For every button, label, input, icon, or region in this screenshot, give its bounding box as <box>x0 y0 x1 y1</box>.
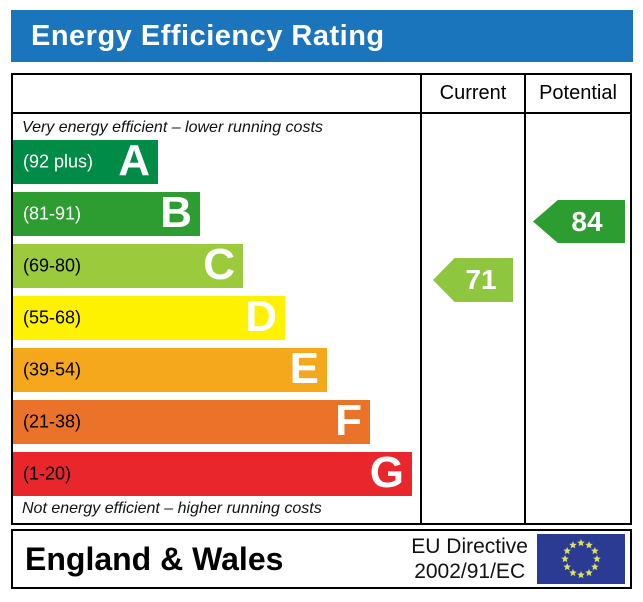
eu-flag-star <box>591 547 599 555</box>
potential-rating-value: 84 <box>571 205 603 237</box>
eu-flag-star <box>561 555 569 563</box>
current-column-header: Current <box>439 82 507 104</box>
potential-rating-arrow: 84 <box>533 200 625 243</box>
current-rating-value: 71 <box>465 264 497 295</box>
region-label: England & Wales <box>25 541 284 577</box>
band-range-label: (21-38) <box>23 411 82 432</box>
eu-flag-star <box>577 571 585 579</box>
eu-flag-star <box>569 541 577 549</box>
potential-column-header: Potential <box>539 82 617 104</box>
band-letter: B <box>160 188 192 238</box>
potential-column-divider <box>524 75 526 523</box>
band-range-label: (81-91) <box>23 203 82 224</box>
eu-directive-line1: EU Directive <box>411 535 528 558</box>
eu-flag-icon <box>537 534 625 584</box>
band-letter: A <box>118 136 150 186</box>
bottom-note: Not energy efficient – higher running co… <box>22 500 322 517</box>
current-rating-arrow: 71 <box>433 258 513 302</box>
eu-flag-star <box>585 568 593 577</box>
band-letter: G <box>369 448 404 498</box>
eu-directive-line2: 2002/91/EC <box>414 560 526 583</box>
eu-flag-star <box>577 539 585 547</box>
band-letter: C <box>203 240 235 290</box>
band-range-label: (39-54) <box>23 359 82 380</box>
band-range-label: (1-20) <box>23 463 72 484</box>
band-row-A: (92 plus) A <box>13 136 158 186</box>
band-row-D: (55-68) D <box>13 292 285 342</box>
rating-table: Current Potential Very energy efficient … <box>11 73 632 525</box>
eu-flag-star <box>591 563 599 571</box>
band-range-label: (55-68) <box>23 307 82 328</box>
current-column-divider <box>420 75 422 523</box>
band-range-label: (69-80) <box>23 255 82 276</box>
eu-flag-star <box>585 541 593 549</box>
eu-flag-star <box>563 547 571 555</box>
eu-directive-text: EU Directive 2002/91/EC <box>411 534 528 584</box>
footer: England & Wales EU Directive 2002/91/EC <box>11 529 632 589</box>
eu-flag-star <box>569 568 577 577</box>
band-letter: D <box>245 292 277 342</box>
header-underline <box>13 112 630 114</box>
band-row-B: (81-91) B <box>13 188 200 238</box>
eu-flag-star <box>593 555 601 563</box>
band-row-C: (69-80) C <box>13 240 243 290</box>
band-row-G: (1-20) G <box>13 448 412 498</box>
band-row-F: (21-38) F <box>13 396 370 446</box>
band-range-label: (92 plus) <box>23 151 94 172</box>
band-letter: E <box>289 344 319 394</box>
band-letter: F <box>335 396 362 446</box>
page-title: Energy Efficiency Rating <box>31 20 385 52</box>
title-bar: Energy Efficiency Rating <box>11 10 633 62</box>
band-row-E: (39-54) E <box>13 344 327 394</box>
eu-flag-star <box>563 563 571 571</box>
top-note: Very energy efficient – lower running co… <box>22 119 323 136</box>
